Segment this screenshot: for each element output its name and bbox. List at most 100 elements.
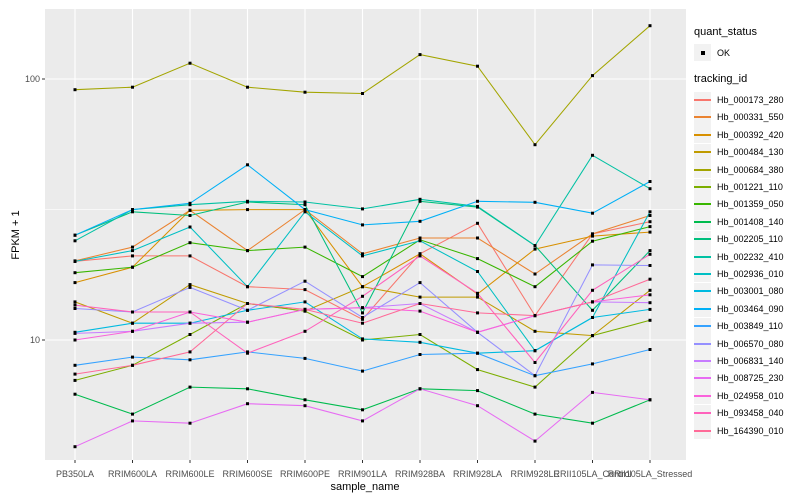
legend-key-box: [694, 282, 711, 300]
legend-item-Hb_001408_140: Hb_001408_140: [694, 213, 800, 231]
legend-item-label: Hb_001221_110: [717, 182, 783, 193]
data-point: [533, 412, 537, 416]
data-point: [476, 199, 479, 203]
legend-item-Hb_093458_040: Hb_093458_040: [694, 404, 800, 422]
data-point: [73, 239, 77, 243]
x-tick-label: RRIM600SE: [222, 469, 273, 479]
legend-key-box: [694, 213, 711, 231]
data-point: [303, 200, 307, 204]
data-point: [73, 259, 77, 263]
data-point: [648, 288, 652, 292]
legend-item-label: Hb_003464_090: [717, 303, 784, 314]
data-point: [188, 201, 192, 205]
legend-color-line-icon: [694, 99, 711, 102]
x-axis-title: sample_name: [330, 481, 400, 493]
data-point: [188, 310, 192, 314]
data-point: [533, 247, 537, 251]
data-point: [418, 309, 422, 313]
legend-color-line-icon: [694, 290, 711, 293]
data-point: [533, 314, 537, 318]
legend-key-box: [694, 335, 711, 353]
legend-key-box: [694, 317, 711, 335]
data-point: [418, 239, 422, 243]
x-tick-label: RRIM600LE: [165, 469, 215, 479]
data-point: [303, 300, 307, 304]
legend-item-Hb_006831_140: Hb_006831_140: [694, 352, 800, 370]
data-point: [131, 419, 134, 423]
data-point: [131, 363, 134, 367]
data-point: [648, 293, 652, 297]
data-point: [476, 389, 479, 393]
data-point: [533, 244, 537, 248]
data-point: [361, 254, 364, 258]
data-point: [361, 275, 364, 279]
data-point: [246, 85, 249, 89]
data-point: [131, 329, 134, 333]
data-point: [591, 288, 594, 292]
legend-key-box: [694, 195, 711, 213]
data-point: [361, 408, 364, 412]
legend-color-line-icon: [694, 220, 711, 223]
legend-key-box: [694, 126, 711, 144]
legend-item-label: Hb_164390_010: [717, 425, 784, 436]
data-point: [188, 333, 192, 336]
legend-item-label: OK: [717, 47, 731, 58]
legend-tracking-items: Hb_000173_280 Hb_000331_550 Hb_000392_420 H…: [694, 91, 800, 439]
data-point: [303, 203, 307, 207]
y-tick-label: 100: [24, 74, 40, 84]
data-point: [246, 387, 249, 391]
legend-key-box: [694, 44, 711, 62]
data-point: [131, 412, 134, 416]
legend-tracking-id-block: tracking_id Hb_000173_280 Hb_000331_550 Hb…: [694, 73, 800, 439]
data-point: [648, 264, 652, 267]
legend-item-label: Hb_003849_110: [717, 321, 783, 332]
legend-key-box: [694, 265, 711, 283]
data-point: [591, 362, 594, 366]
legend-item-label: Hb_008725_230: [717, 373, 784, 384]
data-point: [361, 294, 364, 298]
data-point: [591, 421, 594, 425]
legend-item-Hb_000684_380: Hb_000684_380: [694, 161, 800, 179]
data-point: [418, 254, 422, 258]
data-point: [533, 272, 537, 276]
data-point: [418, 302, 422, 305]
data-point: [73, 372, 77, 376]
data-point: [476, 351, 479, 355]
data-point: [246, 285, 249, 289]
data-point: [648, 210, 652, 214]
legend-item-Hb_000392_420: Hb_000392_420: [694, 126, 800, 144]
data-point: [418, 219, 422, 223]
data-point: [246, 199, 249, 203]
data-point: [73, 338, 77, 342]
data-point: [418, 295, 422, 299]
legend-key-box: [694, 422, 711, 439]
data-point: [361, 207, 364, 211]
data-point: [131, 249, 134, 253]
legend-item-label: Hb_000173_280: [717, 95, 784, 106]
data-point: [418, 252, 422, 256]
legend-item-Hb_000484_130: Hb_000484_130: [694, 143, 800, 161]
data-point: [648, 307, 652, 311]
data-point: [361, 316, 364, 319]
data-point: [131, 85, 134, 89]
data-point: [246, 163, 249, 167]
data-point: [648, 398, 652, 402]
data-point: [303, 90, 307, 94]
x-tick-label: RRII105LA_Control: [553, 469, 632, 479]
data-point: [418, 340, 422, 344]
data-point: [361, 369, 364, 373]
data-point: [361, 337, 364, 341]
data-point: [418, 199, 422, 203]
legend-item-Hb_002936_010: Hb_002936_010: [694, 265, 800, 283]
legend-item-quant-ok: OK: [694, 44, 800, 62]
black-point-icon: [700, 50, 705, 55]
x-tick-label: RRIM901LA: [337, 469, 388, 479]
legend-item-label: Hb_001359_050: [717, 199, 784, 210]
data-point: [131, 265, 134, 269]
legend-item-Hb_003464_090: Hb_003464_090: [694, 300, 800, 318]
data-point: [73, 233, 77, 237]
data-point: [533, 374, 537, 378]
data-point: [188, 61, 192, 65]
legend-color-line-icon: [694, 203, 711, 206]
